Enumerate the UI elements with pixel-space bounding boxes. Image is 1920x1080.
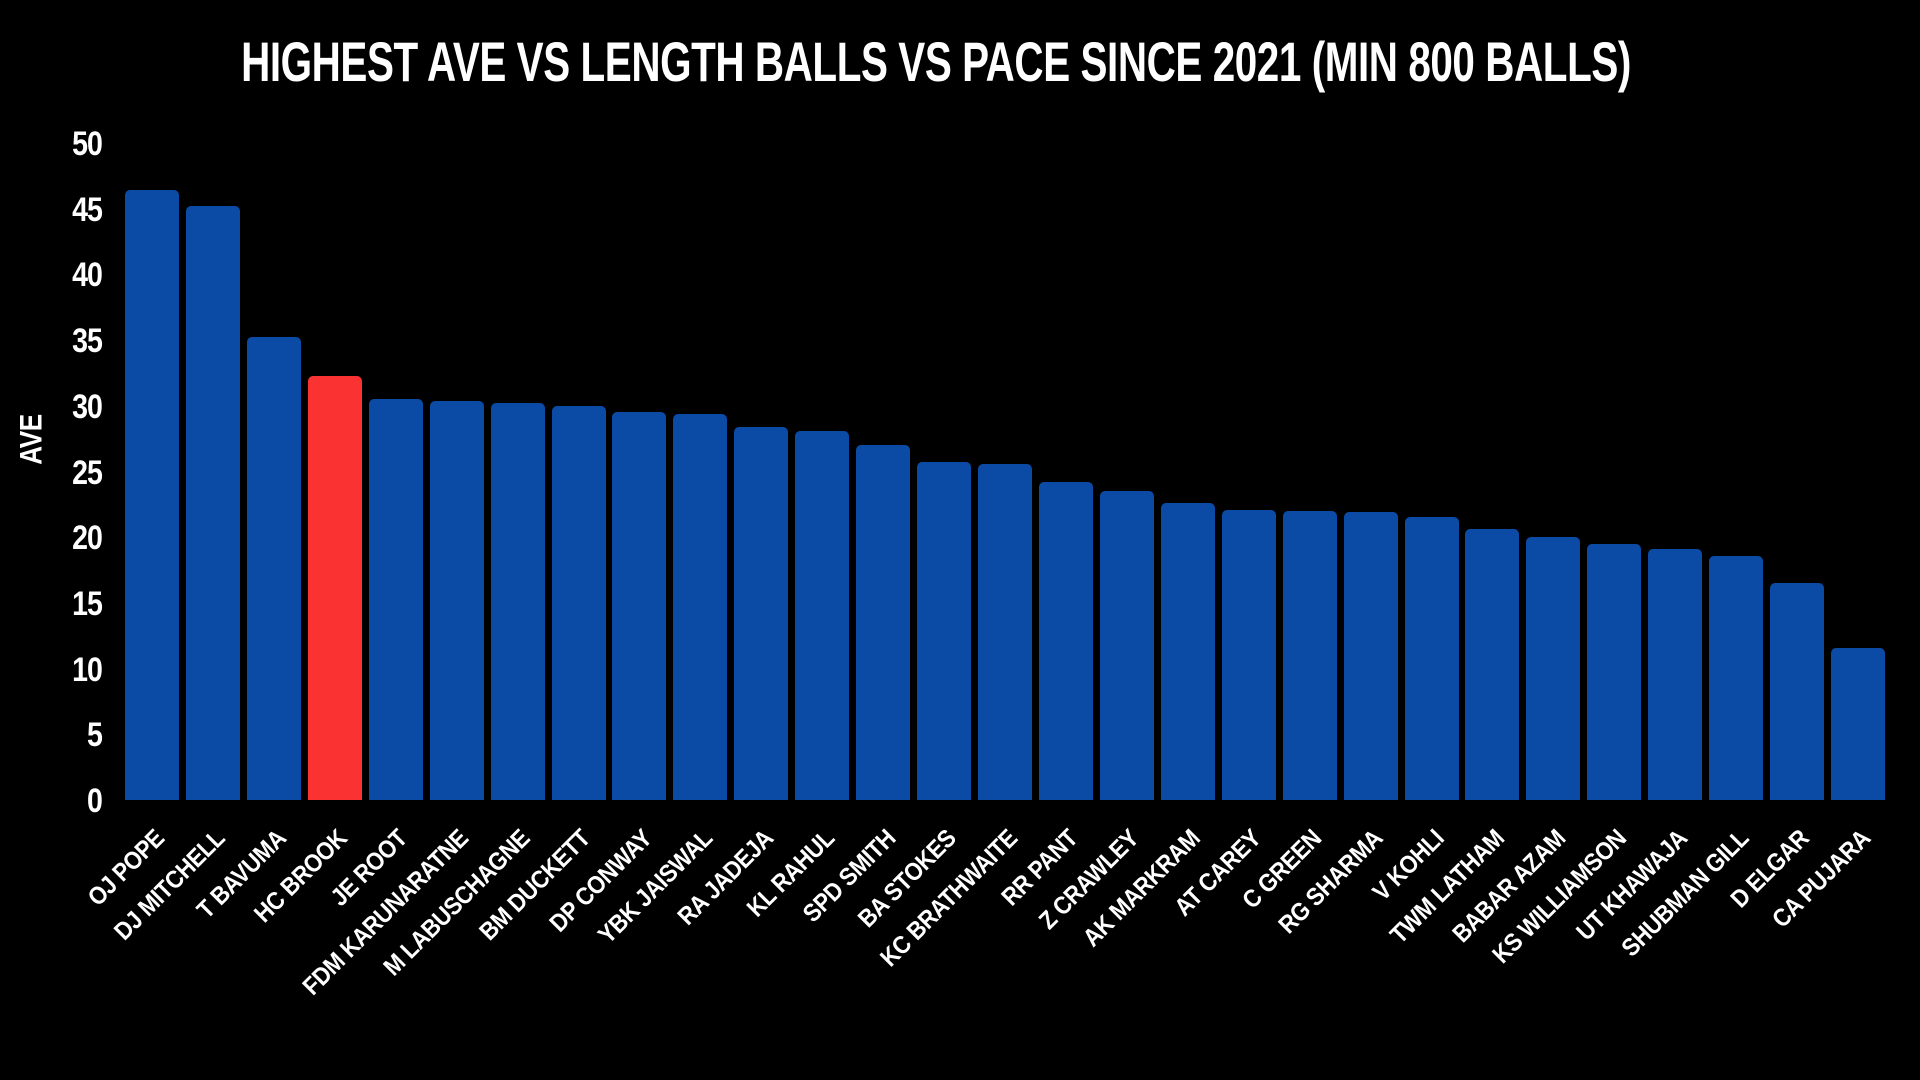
bar-shubman-gill (1709, 556, 1763, 800)
bar-rr-pant (1039, 482, 1093, 800)
chart-title: HIGHEST AVE VS LENGTH BALLS VS PACE SINC… (241, 30, 1631, 93)
bar-kl-rahul (795, 431, 849, 800)
bar-ybk-jaiswal (673, 414, 727, 800)
bar-dp-conway (612, 412, 666, 800)
y-tick-label-40: 40 (72, 254, 103, 294)
bar-at-carey (1222, 510, 1276, 800)
y-tick-label-0: 0 (87, 780, 103, 820)
y-tick-label-25: 25 (72, 451, 103, 492)
bar-ak-markram (1161, 503, 1215, 800)
y-tick-label-35: 35 (72, 320, 103, 360)
bar-rg-sharma (1344, 512, 1398, 800)
bar-ca-pujara (1831, 648, 1885, 800)
bar-fdm-karunaratne (430, 401, 484, 800)
bar-z-crawley (1100, 491, 1154, 800)
bar-twm-latham (1465, 529, 1519, 800)
bar-c-green (1283, 511, 1337, 800)
y-tick-label-5: 5 (87, 714, 103, 754)
bar-hc-brook (308, 376, 362, 800)
bar-ra-jadeja (734, 427, 788, 800)
bar-m-labuschagne (491, 403, 545, 800)
bar-d-elgar (1770, 583, 1824, 800)
bar-kc-brathwaite (978, 464, 1032, 800)
y-tick-label-30: 30 (72, 386, 103, 426)
bar-ba-stokes (917, 462, 971, 800)
bar-dj-mitchell (186, 206, 240, 800)
bar-je-root (369, 399, 423, 800)
bar-t-bavuma (247, 337, 301, 800)
y-tick-label-15: 15 (72, 583, 103, 623)
bar-oj-pope (125, 190, 179, 800)
bar-ut-khawaja (1648, 549, 1702, 800)
y-tick-label-50: 50 (72, 123, 103, 163)
bar-babar-azam (1526, 537, 1580, 800)
bar-v-kohli (1405, 517, 1459, 800)
bar-ks-williamson (1587, 544, 1641, 800)
y-tick-label-45: 45 (72, 189, 103, 229)
y-tick-label-10: 10 (72, 648, 103, 689)
y-tick-label-20: 20 (72, 517, 103, 557)
bar-spd-smith (856, 445, 910, 800)
bar-bm-duckett (552, 406, 606, 800)
